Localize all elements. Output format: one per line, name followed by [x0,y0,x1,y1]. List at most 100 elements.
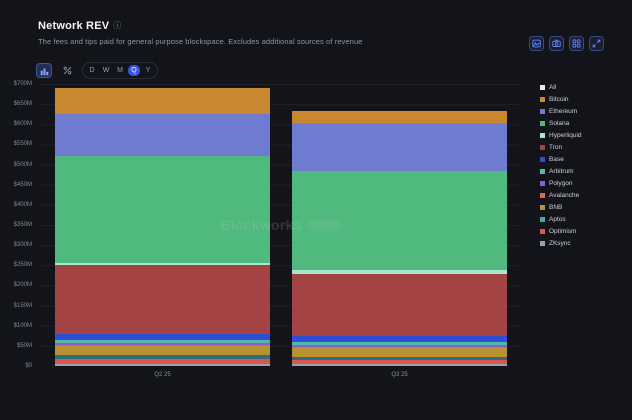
y-tick-label: $250M [13,262,32,269]
legend-label: Polygon [549,180,573,187]
bar-segment-arbitrum[interactable] [55,340,270,344]
bar-segment-solana[interactable] [292,170,507,271]
legend-item-polygon[interactable]: Polygon [540,180,582,187]
info-icon[interactable]: ⓘ [113,21,122,30]
bar-segment-avalanche[interactable] [292,347,507,349]
legend-swatch [540,181,545,186]
legend-item-bitcoin[interactable]: Bitcoin [540,96,582,103]
legend: All Bitcoin Ethereum Solana Hyperliquid Tron B… [540,84,582,247]
y-axis: $700M $650M $600M $550M $500M $450M $400M $350M… [0,81,36,369]
bar-segment-polygon[interactable] [55,343,270,346]
snapshot-button[interactable] [529,36,544,51]
legend-swatch [540,157,545,162]
legend-label: All [549,84,557,91]
bar-segment-tron[interactable] [292,273,507,336]
legend-swatch [540,145,545,150]
legend-item-arbitrum[interactable]: Arbitrum [540,168,582,175]
bar-segment-bnb[interactable] [292,348,507,357]
percent-icon [63,63,72,78]
legend-swatch [540,121,545,126]
bar-segment-zksync[interactable] [292,364,507,366]
legend-item-tron[interactable]: Tron [540,144,582,151]
stacked-bar-q3-25[interactable] [292,84,507,366]
chart-area: $700M $650M $600M $550M $500M $450M $400M $350M… [0,81,632,394]
bar-segment-bnb[interactable] [55,346,270,356]
expand-icon [592,39,601,48]
legend-item-bnb[interactable]: BNB [540,204,582,211]
legend-item-ethereum[interactable]: Ethereum [540,108,582,115]
legend-label: Arbitrum [549,168,574,175]
legend-label: Avalanche [549,192,580,199]
legend-item-all[interactable]: All [540,84,582,91]
bar-segment-optimism[interactable] [55,359,270,364]
legend-label: Ethereum [549,108,578,115]
y-tick-label: $0 [25,363,32,369]
legend-swatch [540,229,545,234]
x-tick-label: Q3 25 [391,372,408,378]
legend-item-aptos[interactable]: Aptos [540,216,582,223]
bar-view-toggle[interactable] [36,63,52,78]
range-button-d[interactable]: D [86,65,98,76]
y-tick-label: $50M [16,342,32,349]
camera-button[interactable] [549,36,564,51]
bar-segment-tron[interactable] [55,265,270,334]
legend-label: Hyperliquid [549,132,582,139]
chart-toolbar [529,36,604,51]
bar-segment-ethereum[interactable] [55,114,270,157]
y-tick-label: $450M [13,181,32,188]
legend-label: BNB [549,204,563,211]
bar-segment-solana[interactable] [55,156,270,263]
bar-segment-polygon[interactable] [292,345,507,348]
bar-segment-bitcoin[interactable] [292,110,507,123]
bar-segment-optimism[interactable] [292,360,507,365]
percent-view-toggle[interactable] [59,63,75,78]
bar-segment-zksync[interactable] [55,364,270,366]
legend-swatch [540,205,545,210]
bar-segment-hyperliquid[interactable] [55,262,270,266]
bar-segment-base[interactable] [55,333,270,341]
y-tick-label: $300M [13,242,32,249]
page-subtitle: The fees and tips paid for general purpo… [38,37,363,46]
y-tick-label: $200M [13,282,32,289]
bar-segment-aptos[interactable] [292,356,507,361]
y-tick-label: $700M [13,81,32,87]
fullscreen-button[interactable] [589,36,604,51]
legend-label: Optimism [549,228,577,235]
bar-segment-arbitrum[interactable] [292,342,507,346]
stacked-bar-q2-25[interactable] [55,84,270,366]
y-tick-label: $100M [13,322,32,329]
legend-item-hyperliquid[interactable]: Hyperliquid [540,132,582,139]
bar-segment-aptos[interactable] [55,355,270,360]
range-button-w[interactable]: W [100,65,112,76]
legend-label: Base [549,156,564,163]
range-button-m[interactable]: M [114,65,126,76]
bar-segment-hyperliquid[interactable] [292,270,507,274]
legend-item-optimism[interactable]: Optimism [540,228,582,235]
x-axis: Q2 25 Q3 25 [40,372,522,378]
legend-swatch [540,217,545,222]
x-tick-label: Q2 25 [154,372,171,378]
y-tick-label: $650M [13,101,32,108]
bar-segment-bitcoin[interactable] [55,87,270,115]
bar-segment-ethereum[interactable] [292,122,507,171]
grid-icon [572,39,581,48]
legend-swatch [540,85,545,90]
legend-item-base[interactable]: Base [540,156,582,163]
widgets-button[interactable] [569,36,584,51]
y-tick-label: $600M [13,121,32,128]
bar-segment-avalanche[interactable] [55,345,270,347]
range-button-y[interactable]: Y [142,65,154,76]
legend-label: Bitcoin [549,96,569,103]
legend-swatch [540,109,545,114]
range-button-q[interactable]: Q [128,65,140,76]
legend-swatch [540,97,545,102]
legend-item-avalanche[interactable]: Avalanche [540,192,582,199]
legend-item-solana[interactable]: Solana [540,120,582,127]
legend-swatch [540,169,545,174]
bar-segment-base[interactable] [292,335,507,343]
legend-swatch [540,241,545,246]
legend-item-zksync[interactable]: ZKsync [540,240,582,247]
